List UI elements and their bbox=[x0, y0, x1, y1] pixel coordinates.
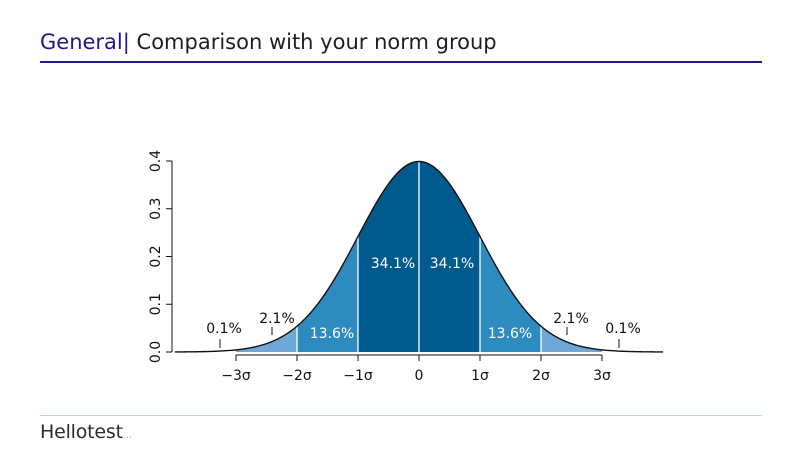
x-tick-label-2: −1σ bbox=[343, 368, 373, 384]
y-tick-label-3: 0.3 bbox=[148, 198, 164, 220]
x-tick-label-3: 0 bbox=[415, 368, 424, 384]
y-tick-label-2: 0.2 bbox=[148, 245, 164, 267]
band-area-0 bbox=[236, 326, 297, 352]
title-separator: | bbox=[122, 30, 130, 54]
x-tick-label-4: 1σ bbox=[471, 368, 489, 384]
band-label-3: 34.1% bbox=[430, 256, 474, 272]
title-text: Comparison with your norm group bbox=[136, 30, 497, 54]
x-tick-label-6: 3σ bbox=[593, 368, 611, 384]
tail-label-right: 0.1% bbox=[605, 321, 641, 337]
header-divider bbox=[40, 61, 762, 63]
tail-label-left: 0.1% bbox=[206, 321, 242, 337]
brand-logo: Hellotest... bbox=[40, 421, 132, 443]
page-title: General| Comparison with your norm group bbox=[40, 30, 497, 54]
density-curve bbox=[174, 160, 664, 353]
x-tick-label-1: −2σ bbox=[282, 368, 312, 384]
band-label-1: 13.6% bbox=[310, 326, 354, 342]
brand-logo-text: Hellotest bbox=[40, 421, 123, 443]
band-label-4: 13.6% bbox=[488, 326, 532, 342]
band-label-0: 2.1% bbox=[259, 311, 295, 327]
x-tick-label-5: 2σ bbox=[532, 368, 550, 384]
section-name: General bbox=[40, 30, 123, 54]
band-label-5: 2.1% bbox=[553, 311, 589, 327]
x-tick-label-0: −3σ bbox=[221, 368, 251, 384]
y-tick-label-0: 0.0 bbox=[148, 341, 164, 363]
y-tick-label-4: 0.4 bbox=[148, 150, 164, 172]
y-tick-label-1: 0.1 bbox=[148, 293, 164, 315]
band-label-2: 34.1% bbox=[371, 256, 415, 272]
footer-divider bbox=[40, 415, 762, 416]
brand-logo-mark: ... bbox=[122, 430, 132, 441]
band-area-5 bbox=[541, 326, 602, 352]
